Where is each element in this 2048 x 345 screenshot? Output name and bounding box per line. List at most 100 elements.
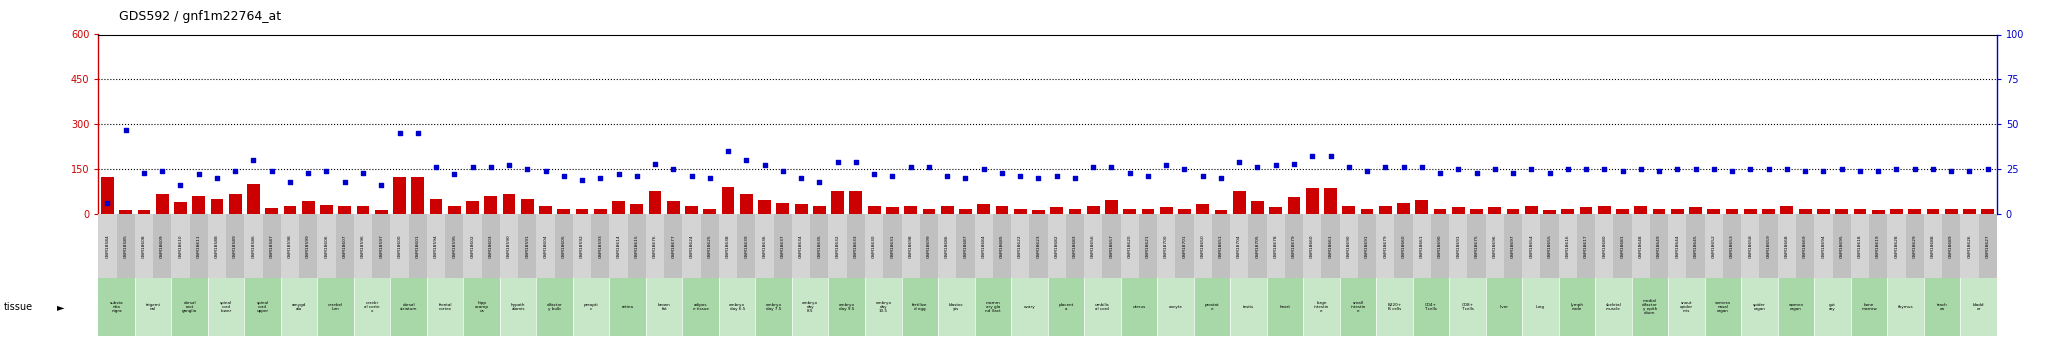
Point xyxy=(858,172,891,177)
Point xyxy=(1059,175,1092,181)
Bar xyxy=(229,195,242,214)
Point xyxy=(1806,168,1839,174)
Bar xyxy=(938,214,956,278)
Bar xyxy=(1051,207,1063,214)
Bar xyxy=(1653,208,1665,214)
Text: GSM18629: GSM18629 xyxy=(1913,234,1917,258)
Point xyxy=(948,175,981,181)
Bar xyxy=(901,214,920,278)
Bar xyxy=(1047,278,1083,336)
Text: GSM18601: GSM18601 xyxy=(416,234,420,258)
Bar xyxy=(1905,214,1923,278)
Text: adipos
e tissue: adipos e tissue xyxy=(692,303,709,311)
Bar xyxy=(1815,214,1833,278)
Bar xyxy=(1671,209,1683,214)
Point xyxy=(1114,170,1147,175)
Text: blastoc
yts: blastoc yts xyxy=(948,303,965,311)
Text: GSM18685: GSM18685 xyxy=(999,234,1004,258)
Bar xyxy=(373,214,391,278)
Bar xyxy=(248,184,260,214)
Text: GSM18689: GSM18689 xyxy=(1950,234,1954,258)
Bar xyxy=(299,214,317,278)
Bar xyxy=(244,278,281,336)
Text: GSM18653: GSM18653 xyxy=(1731,234,1735,258)
Bar xyxy=(575,209,588,214)
Bar xyxy=(1102,214,1120,278)
Text: GSM18627: GSM18627 xyxy=(1987,234,1991,258)
Point xyxy=(164,183,197,188)
Point xyxy=(985,170,1018,175)
Bar xyxy=(940,206,954,214)
Point xyxy=(494,163,526,168)
Text: GSM18596: GSM18596 xyxy=(360,234,365,258)
Bar xyxy=(467,201,479,214)
Point xyxy=(1315,154,1348,159)
Bar xyxy=(938,278,975,336)
Text: GSM18587: GSM18587 xyxy=(270,234,274,258)
Bar xyxy=(774,214,793,278)
Text: GSM18592: GSM18592 xyxy=(580,234,584,258)
Text: GSM18656: GSM18656 xyxy=(1092,234,1096,258)
Bar xyxy=(281,214,299,278)
Text: embryo
day 7.5: embryo day 7.5 xyxy=(766,303,782,311)
Text: GSM18676: GSM18676 xyxy=(653,234,657,258)
Point xyxy=(1972,166,2005,172)
Text: medial
olfactor
y epith
elium: medial olfactor y epith elium xyxy=(1642,299,1657,315)
Bar xyxy=(645,214,664,278)
Text: spinal
cord
upper: spinal cord upper xyxy=(256,301,268,313)
Bar xyxy=(283,206,297,214)
Point xyxy=(457,165,489,170)
Text: GSM18633: GSM18633 xyxy=(854,234,858,258)
Text: mamm
ary gla
nd (lact: mamm ary gla nd (lact xyxy=(985,301,1001,313)
Bar xyxy=(1212,214,1231,278)
Bar xyxy=(813,206,825,214)
Text: GSM18675: GSM18675 xyxy=(1475,234,1479,258)
Bar xyxy=(1616,209,1628,214)
Bar xyxy=(721,187,735,214)
Text: GSM18698: GSM18698 xyxy=(909,234,913,258)
Text: GSM18690: GSM18690 xyxy=(1438,234,1442,258)
Text: GSM18699: GSM18699 xyxy=(928,234,932,258)
Text: GSM18652: GSM18652 xyxy=(1712,234,1716,258)
Point xyxy=(1368,165,1401,170)
Bar xyxy=(610,214,627,278)
Bar xyxy=(1909,208,1921,214)
Bar xyxy=(1249,214,1266,278)
Bar xyxy=(776,203,788,214)
Bar xyxy=(831,191,844,214)
Point xyxy=(1917,166,1950,172)
Point xyxy=(1534,170,1567,175)
Bar xyxy=(444,214,463,278)
Bar xyxy=(958,209,973,214)
Point xyxy=(1898,166,1931,172)
Bar xyxy=(1726,208,1739,214)
Bar xyxy=(1157,278,1194,336)
Point xyxy=(1350,168,1382,174)
Bar xyxy=(354,278,391,336)
Bar xyxy=(174,202,186,214)
Bar xyxy=(1704,214,1722,278)
Bar xyxy=(1489,207,1501,214)
Point xyxy=(1753,166,1786,172)
Text: GSM18626: GSM18626 xyxy=(1968,234,1972,258)
Text: GSM18691: GSM18691 xyxy=(1456,234,1460,258)
Text: GSM18611: GSM18611 xyxy=(197,234,201,258)
Point xyxy=(1442,166,1475,172)
Point xyxy=(438,172,471,177)
Bar xyxy=(1778,278,1815,336)
Bar xyxy=(1741,214,1759,278)
Bar xyxy=(1614,214,1632,278)
Text: trach
ea: trach ea xyxy=(1937,303,1948,311)
Bar xyxy=(1178,209,1190,214)
Bar xyxy=(156,194,168,214)
Bar xyxy=(573,214,592,278)
Text: thymus: thymus xyxy=(1898,305,1913,309)
Text: GSM18697: GSM18697 xyxy=(1511,234,1516,258)
Bar xyxy=(1686,214,1704,278)
Text: GSM18677: GSM18677 xyxy=(672,234,676,258)
Text: GSM18688: GSM18688 xyxy=(1931,234,1935,258)
Bar xyxy=(391,278,426,336)
Bar xyxy=(1378,206,1393,214)
Bar xyxy=(1413,214,1432,278)
Point xyxy=(1624,166,1657,172)
